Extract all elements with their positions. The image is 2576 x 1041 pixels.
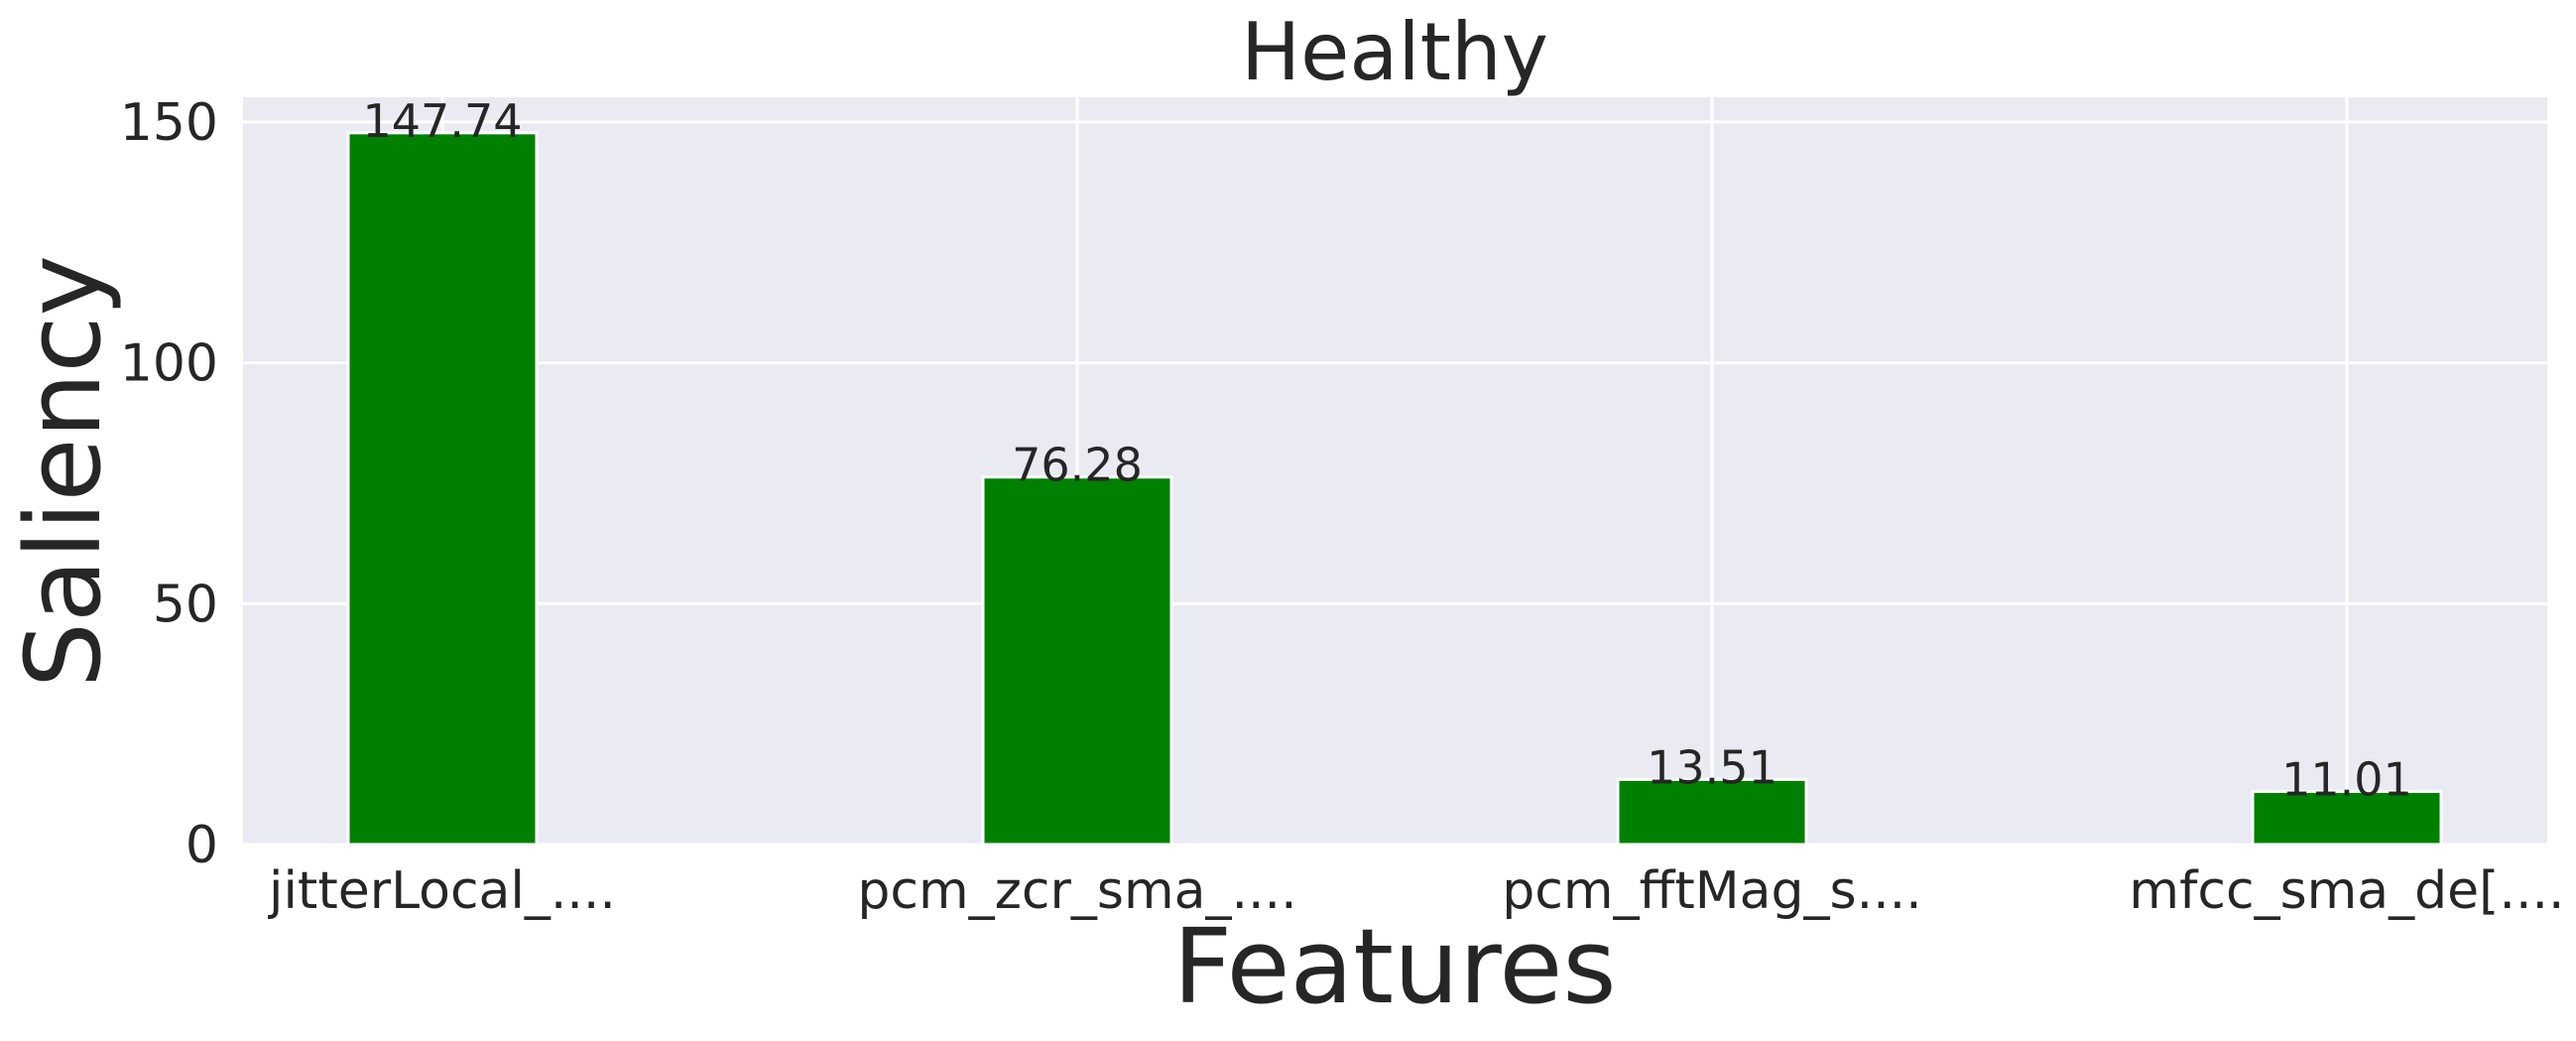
y-tick-labels: 0 50 100 150 <box>120 93 218 875</box>
y-tick-label: 0 <box>185 816 218 875</box>
bar <box>346 131 539 846</box>
bar-value-label: 76.28 <box>1012 439 1143 492</box>
y-tick-label: 100 <box>120 334 218 394</box>
y-tick-label: 50 <box>153 575 218 634</box>
data-labels-group: 147.74 76.28 13.51 11.01 <box>363 94 2412 807</box>
y-tick-label: 150 <box>120 93 218 153</box>
bars-group <box>346 131 2443 846</box>
chart-title: Healthy <box>1241 6 1548 98</box>
x-tick-label: jitterLocal_.... <box>268 861 616 921</box>
x-axis-label: Features <box>1172 906 1616 1027</box>
x-tick-label: pcm_fftMag_s.... <box>1502 861 1921 921</box>
bar <box>2251 790 2443 846</box>
x-tick-labels: jitterLocal_.... pcm_zcr_sma_.... pcm_fftM… <box>268 861 2565 921</box>
y-axis-label: Saliency <box>3 255 124 688</box>
x-tick-label: pcm_zcr_sma_.... <box>857 861 1296 921</box>
bar-value-label: 13.51 <box>1647 740 1778 794</box>
bar <box>981 475 1173 846</box>
plot-area <box>243 97 2547 845</box>
x-tick-label: mfcc_sma_de[.... <box>2129 861 2564 921</box>
bar-value-label: 11.01 <box>2281 753 2412 807</box>
bar <box>1616 777 1808 846</box>
bar-value-label: 147.74 <box>363 94 523 148</box>
